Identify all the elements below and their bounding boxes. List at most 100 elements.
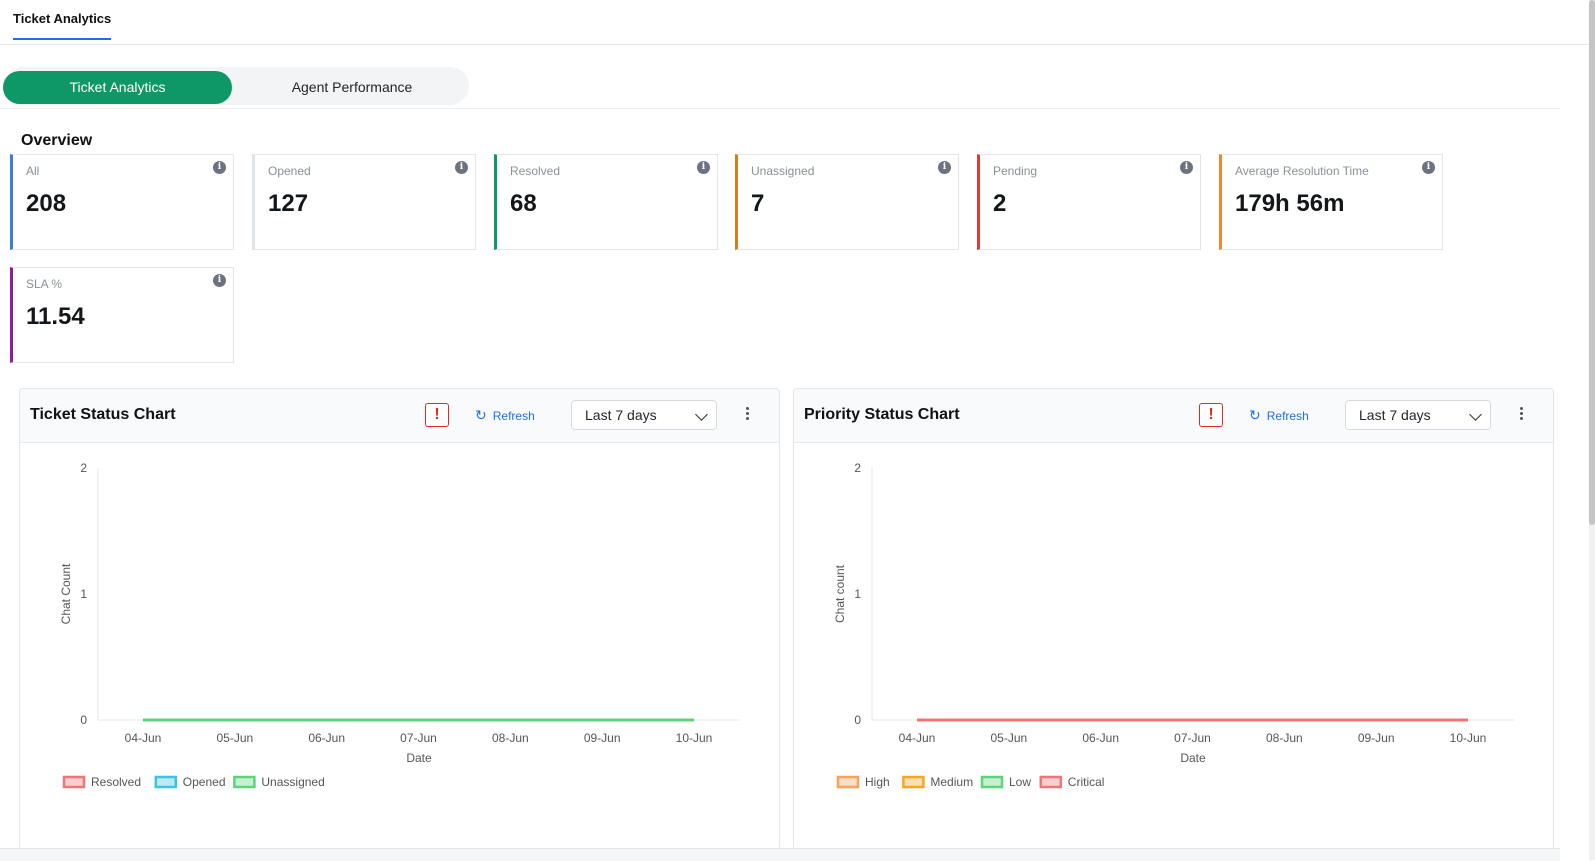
stat-label: Resolved <box>510 164 561 178</box>
legend-swatch <box>980 775 1004 789</box>
x-tick-label: 05-Jun <box>216 731 253 745</box>
warning-icon[interactable]: ! <box>425 403 449 427</box>
stat-label: Average Resolution Time <box>1235 164 1369 178</box>
legend-swatch <box>154 775 178 789</box>
date-range-select[interactable]: Last 7 days <box>571 400 717 430</box>
info-icon[interactable]: i <box>213 274 226 287</box>
chevron-down-icon <box>1469 408 1482 421</box>
legend-label: Critical <box>1068 775 1105 789</box>
stat-label: Pending <box>993 164 1038 178</box>
stat-card-opened: Opened 127 i <box>252 154 476 250</box>
priority-status-chart: 0 1 2 04-Jun 05-Jun 06-Jun 07-Jun 08-Jun 09-Jun 1… <box>833 461 1514 789</box>
date-range-value: Last 7 days <box>1359 407 1431 423</box>
info-icon[interactable]: i <box>697 161 710 174</box>
legend-swatch <box>233 775 256 789</box>
legend-label: Unassigned <box>261 775 324 789</box>
legend-swatch <box>62 775 86 789</box>
warning-icon[interactable]: ! <box>1199 403 1223 427</box>
ticket-status-chart: 0 1 2 04-Jun 05-Jun 06-Jun 07-Jun 08-Jun 09-Jun 1… <box>59 461 740 789</box>
info-icon[interactable]: i <box>1422 161 1435 174</box>
overview-title: Overview <box>21 132 93 149</box>
refresh-label: Refresh <box>1266 409 1309 423</box>
y-tick-label: 0 <box>80 713 87 727</box>
stat-label: SLA % <box>26 277 63 291</box>
legend-label: Medium <box>930 775 973 789</box>
refresh-icon: ↻ <box>475 407 487 423</box>
stat-label: Unassigned <box>751 164 815 178</box>
legend-label: High <box>865 775 890 789</box>
x-tick-label: 07-Jun <box>400 731 437 745</box>
legend-label: Opened <box>183 775 226 789</box>
stat-value: 68 <box>510 190 537 217</box>
legend-label: Low <box>1009 775 1031 789</box>
stat-card-average-resolution-time: Average Resolution Time 179h 56m i <box>1219 154 1443 250</box>
info-icon[interactable]: i <box>1180 161 1193 174</box>
refresh-button[interactable]: ↻ Refresh <box>475 407 535 424</box>
x-tick-label: 04-Jun <box>899 731 936 745</box>
x-tick-label: 10-Jun <box>676 731 713 745</box>
refresh-icon: ↻ <box>1249 407 1261 423</box>
x-axis-label: Date <box>1180 751 1206 765</box>
stat-value: 2 <box>993 190 1007 217</box>
y-tick-label: 2 <box>80 461 87 475</box>
stat-value: 127 <box>268 190 309 217</box>
x-tick-label: 05-Jun <box>990 731 1027 745</box>
y-tick-label: 1 <box>854 587 861 601</box>
stat-value: 7 <box>751 190 765 217</box>
panel-header: Ticket Status Chart ! ↻ Refresh Last 7 da… <box>20 389 779 443</box>
legend-swatch <box>836 775 860 789</box>
stat-value: 208 <box>26 190 67 217</box>
x-tick-label: 08-Jun <box>492 731 529 745</box>
panel-title: Priority Status Chart <box>804 406 960 423</box>
top-tab-ticket-analytics[interactable]: Ticket Analytics <box>13 11 112 40</box>
top-tab-bar: Ticket Analytics <box>0 0 1590 45</box>
x-axis-label: Date <box>406 751 432 765</box>
legend-swatch <box>902 775 925 789</box>
y-tick-label: 1 <box>80 587 87 601</box>
scrollbar-thumb[interactable] <box>1589 0 1595 525</box>
stat-value: 179h 56m <box>1235 190 1345 217</box>
panel-header: Priority Status Chart ! ↻ Refresh Last 7 … <box>794 389 1553 443</box>
date-range-select[interactable]: Last 7 days <box>1345 400 1491 430</box>
y-tick-label: 2 <box>854 461 861 475</box>
stat-value: 11.54 <box>26 303 85 330</box>
y-tick-label: 0 <box>854 713 861 727</box>
x-tick-label: 09-Jun <box>1358 731 1395 745</box>
x-tick-label: 04-Jun <box>125 731 162 745</box>
chevron-down-icon <box>695 408 708 421</box>
x-tick-label: 08-Jun <box>1266 731 1303 745</box>
tab-ticket-analytics[interactable]: Ticket Analytics <box>3 71 232 104</box>
info-icon[interactable]: i <box>213 161 226 174</box>
y-axis-label: Chat Count <box>59 563 73 624</box>
date-range-value: Last 7 days <box>585 407 657 423</box>
legend-label: Resolved <box>91 775 141 789</box>
stat-card-unassigned: Unassigned 7 i <box>735 154 959 250</box>
x-tick-label: 06-Jun <box>308 731 345 745</box>
view-switcher: Ticket Analytics Agent Performance <box>3 67 469 105</box>
scrollbar-track[interactable] <box>1589 0 1595 860</box>
x-tick-label: 06-Jun <box>1082 731 1119 745</box>
stat-card-sla: SLA % 11.54 i <box>10 267 234 363</box>
more-options-icon[interactable] <box>742 405 752 425</box>
refresh-label: Refresh <box>492 409 535 423</box>
page-footer-strip <box>0 848 1560 861</box>
panel-title: Ticket Status Chart <box>30 406 176 423</box>
stat-card-pending: Pending 2 i <box>977 154 1201 250</box>
stat-label: All <box>26 164 40 178</box>
priority-status-panel: Priority Status Chart ! ↻ Refresh Last 7 … <box>793 388 1554 850</box>
x-tick-label: 10-Jun <box>1450 731 1487 745</box>
stat-card-all: All 208 i <box>10 154 234 250</box>
info-icon[interactable]: i <box>938 161 951 174</box>
stat-card-resolved: Resolved 68 i <box>494 154 718 250</box>
divider <box>0 108 1560 109</box>
more-options-icon[interactable] <box>1516 405 1526 425</box>
tab-agent-performance[interactable]: Agent Performance <box>291 79 413 95</box>
ticket-status-panel: Ticket Status Chart ! ↻ Refresh Last 7 da… <box>19 388 780 850</box>
x-tick-label: 09-Jun <box>584 731 621 745</box>
stat-label: Opened <box>268 164 311 178</box>
x-tick-label: 07-Jun <box>1174 731 1211 745</box>
info-icon[interactable]: i <box>455 161 468 174</box>
legend-swatch <box>1039 775 1063 789</box>
refresh-button[interactable]: ↻ Refresh <box>1249 407 1309 424</box>
y-axis-label: Chat count <box>833 564 847 623</box>
